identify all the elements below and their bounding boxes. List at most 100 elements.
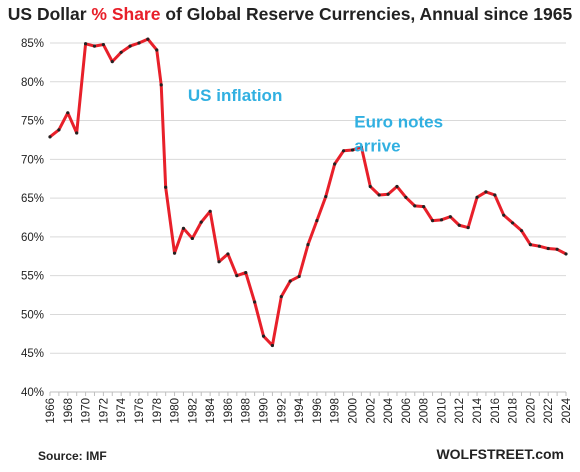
x-tick-label: 2010 [436,398,448,424]
data-point [511,221,515,225]
data-point [159,83,163,87]
x-tick-label: 1980 [170,398,182,424]
data-point [484,190,488,194]
y-tick-label: 60% [21,232,44,244]
data-point [181,226,186,230]
data-point [75,131,79,135]
data-point [297,274,301,279]
data-point [306,243,310,247]
x-tick-label: 2008 [419,398,431,424]
data-point [48,135,52,139]
data-point [377,193,381,197]
data-point [359,145,363,149]
x-tick-label: 2018 [508,398,520,424]
data-point [208,209,212,213]
x-tick-label: 2002 [365,398,377,424]
x-tick-label: 2006 [401,398,413,424]
x-tick-label: 2014 [472,397,484,423]
x-tick-label: 1988 [241,398,253,424]
x-tick-label: 1974 [116,397,128,423]
y-tick-label: 75% [21,116,44,128]
data-point [386,192,390,196]
x-tick-label: 1970 [81,398,93,424]
series-line [48,37,568,347]
x-tick-label: 1976 [134,398,146,424]
data-point [493,193,497,197]
data-point [190,236,194,241]
x-tick-label: 2016 [490,398,502,424]
data-point [466,225,470,230]
data-point [279,295,283,299]
x-tick-label: 1990 [259,398,271,424]
x-tick-label: 1982 [187,398,199,424]
data-point [341,149,346,153]
data-point [430,219,435,223]
data-point [137,41,141,45]
data-point [146,37,150,41]
source-label: Source: IMF [38,449,107,463]
data-point [128,44,132,48]
data-point [253,300,257,304]
x-tick-label: 1994 [294,397,306,423]
data-point [528,243,533,247]
x-tick-label: 1966 [45,398,57,424]
data-point [502,213,506,217]
data-point [83,42,88,46]
data-point [564,252,568,256]
annotation-label: arrive [354,137,400,156]
x-tick-label: 2024 [561,397,573,423]
x-tick-label: 2004 [383,397,395,423]
x-tick-label: 2020 [525,398,537,424]
x-tick-label: 2000 [347,398,359,424]
data-point [333,162,337,166]
y-tick-label: 70% [21,154,44,166]
data-point [537,244,541,248]
x-tick-label: 1984 [205,397,217,423]
data-point [555,247,559,251]
data-point [413,204,417,208]
chart-title: US Dollar % Share of Global Reserve Curr… [0,4,580,25]
x-tick-label: 2012 [454,398,466,424]
data-point [315,219,319,223]
data-point [199,220,203,224]
data-point [519,229,524,233]
data-point [172,251,177,255]
y-tick-label: 55% [21,271,44,283]
title-accent: % Share [91,4,161,24]
annotation-label: Euro notes [354,113,443,132]
x-tick-label: 1992 [276,398,288,424]
data-point [368,184,372,189]
title-prefix: US Dollar [7,4,92,24]
data-point [92,44,97,48]
data-point [110,60,114,64]
y-tick-label: 80% [21,77,44,89]
data-point [475,195,479,199]
data-point [217,260,221,264]
x-tick-label: 1986 [223,398,235,424]
data-point [404,195,408,199]
data-point [119,50,123,54]
title-suffix: of Global Reserve Currencies, Annual sin… [160,4,573,24]
y-tick-label: 65% [21,193,44,205]
data-point [57,128,61,132]
data-point [244,270,248,275]
data-point [350,148,355,152]
data-point [101,42,105,47]
x-tick-label: 1996 [312,398,324,424]
data-point [235,274,239,278]
data-point [457,223,461,227]
y-tick-label: 40% [21,387,44,399]
data-point [155,48,159,52]
data-point [439,218,444,222]
x-tick-label: 1998 [330,398,342,424]
x-tick-label: 1972 [98,398,110,424]
data-point [164,185,168,189]
data-point [288,279,292,283]
data-point [422,205,426,209]
annotation-label: US inflation [188,86,282,105]
data-point [448,215,452,219]
data-point [324,194,328,199]
x-tick-label: 1978 [152,398,164,424]
